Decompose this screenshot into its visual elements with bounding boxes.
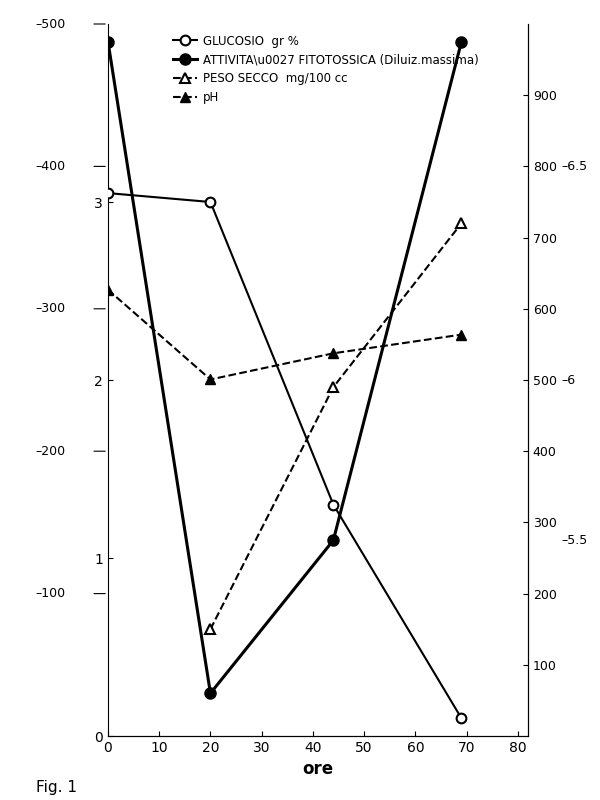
Text: –200: –200 — [36, 445, 66, 458]
Text: –6.5: –6.5 — [562, 160, 588, 173]
Text: –5.5: –5.5 — [562, 534, 588, 546]
Text: –300: –300 — [36, 302, 66, 315]
Text: –6: –6 — [562, 374, 576, 386]
Text: –500: –500 — [36, 18, 66, 30]
Text: Fig. 1: Fig. 1 — [36, 780, 77, 795]
Text: –100: –100 — [36, 587, 66, 600]
X-axis label: ore: ore — [302, 761, 334, 778]
Legend: GLUCOSIO  gr %, ATTIVITA\u0027 FITOTOSSICA (Diluiz.massima), PESO SECCO  mg/100 : GLUCOSIO gr %, ATTIVITA\u0027 FITOTOSSIC… — [169, 30, 483, 109]
Text: –400: –400 — [36, 160, 66, 173]
